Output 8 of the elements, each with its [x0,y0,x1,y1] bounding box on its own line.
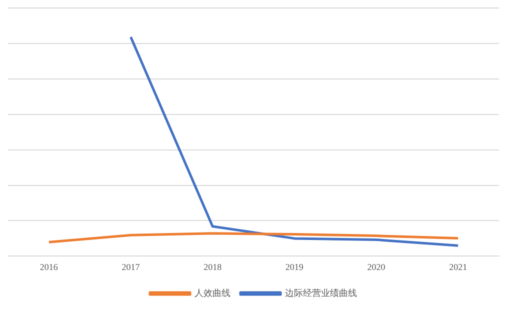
x-tick-label: 2020 [367,262,386,272]
x-tick-label: 2017 [122,262,140,272]
x-tick-label: 2021 [449,262,468,272]
x-tick-label: 2016 [40,262,58,272]
x-tick-label: 2018 [204,262,222,272]
legend-label: 边际经营业绩曲线 [285,288,357,299]
legend-label: 人效曲线 [194,288,230,299]
x-tick-label: 2019 [285,262,304,272]
